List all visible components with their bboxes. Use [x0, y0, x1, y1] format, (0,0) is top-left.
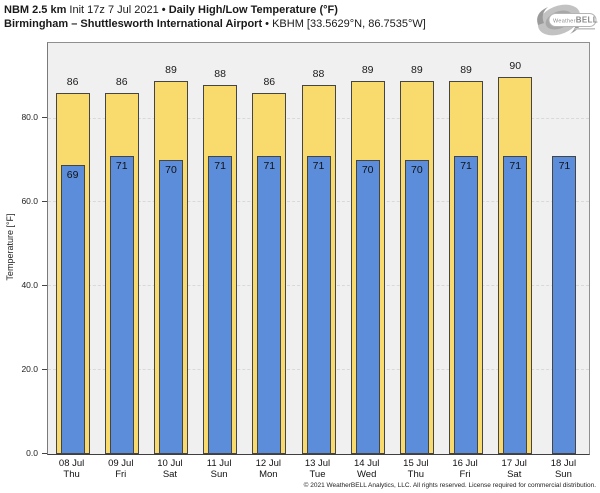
x-tick-date: 11 Jul [206, 458, 232, 469]
x-tick-date: 17 Jul [501, 458, 527, 469]
x-tick-label: 10 Jul Sat [145, 458, 195, 480]
low-bar: 70 [158, 160, 183, 454]
x-tick-label: 08 Jul Thu [47, 458, 97, 480]
low-bar: 69 [60, 164, 85, 454]
low-value-label: 71 [214, 160, 226, 173]
low-value-label: 71 [263, 160, 276, 173]
station-meta: KBHM [33.5629°N, 86.7535°W] [272, 18, 426, 30]
high-value-label: 90 [509, 59, 522, 72]
high-value-label: 86 [66, 76, 79, 89]
y-tick-mark [42, 285, 47, 287]
x-axis: 08 Jul Thu 09 Jul Fri 10 Jul Sat 11 Jul Sun 12 J… [47, 456, 588, 484]
high-value-label: 89 [165, 63, 177, 76]
x-tick-date: 08 Jul [58, 458, 85, 469]
y-tick-label: 0.0 [26, 448, 38, 458]
low-bar: 71 [503, 156, 528, 454]
low-value-label: 70 [361, 164, 374, 177]
plot-area: 86 69 86 71 89 70 88 71 86 71 88 71 89 70 89 70 89 71 90 71… [47, 42, 590, 455]
x-tick-date: 10 Jul [157, 458, 183, 469]
product-name: Daily High/Low Temperature (°F) [168, 4, 338, 16]
x-tick-label: 17 Jul Sat [489, 458, 539, 480]
location-name: Birmingham – Shuttlesworth International… [4, 18, 263, 30]
separator-dot: • [265, 18, 270, 30]
low-bar: 71 [257, 156, 282, 454]
low-bar: 71 [552, 156, 577, 454]
low-bar: 71 [208, 156, 233, 454]
high-value-label: 86 [115, 76, 128, 89]
model-name: NBM 2.5 km [4, 4, 67, 16]
x-tick-day: Mon [259, 469, 278, 480]
logo-brand-suffix: BELL [576, 16, 598, 25]
hurricane-swirl-icon: WeatherBELL [537, 4, 598, 36]
low-bar: 70 [404, 160, 429, 454]
low-value-label: 71 [460, 160, 472, 173]
low-value-label: 69 [66, 168, 79, 181]
x-tick-day: Sun [210, 469, 228, 480]
x-tick-day: Sun [554, 469, 572, 480]
low-bar: 71 [109, 156, 134, 454]
x-tick-date: 15 Jul [403, 458, 429, 469]
low-value-label: 71 [558, 160, 571, 173]
low-value-label: 71 [509, 160, 522, 173]
x-tick-label: 15 Jul Thu [391, 458, 441, 480]
x-tick-label: 12 Jul Mon [243, 458, 293, 480]
high-value-label: 89 [460, 63, 472, 76]
low-value-label: 71 [312, 160, 325, 173]
x-tick-label: 11 Jul Sun [194, 458, 244, 480]
y-axis: 0.0 20.0 40.0 60.0 80.0 [0, 42, 47, 458]
high-value-label: 89 [411, 63, 423, 76]
y-tick-mark [42, 201, 47, 203]
x-tick-date: 16 Jul [452, 458, 478, 469]
low-bar: 70 [355, 160, 380, 454]
x-tick-label: 09 Jul Fri [96, 458, 146, 480]
x-tick-date: 12 Jul [255, 458, 281, 469]
low-value-label: 71 [115, 160, 128, 173]
copyright-text: © 2021 WeatherBELL Analytics, LLC. All r… [303, 482, 596, 489]
y-tick-label: 20.0 [21, 364, 38, 375]
x-tick-date: 18 Jul [550, 458, 577, 469]
y-tick-mark [42, 453, 47, 454]
separator-dot: • [161, 4, 166, 16]
low-value-label: 70 [165, 164, 177, 177]
logo-subtext-line [574, 28, 595, 30]
chart-header: NBM 2.5 km Init 17z 7 Jul 2021 • Daily H… [4, 3, 426, 31]
title-line: NBM 2.5 km Init 17z 7 Jul 2021 • Daily H… [4, 3, 426, 17]
x-tick-day: Fri [459, 469, 471, 480]
x-tick-label: 13 Jul Tue [293, 458, 343, 480]
x-tick-date: 13 Jul [304, 458, 331, 469]
high-value-label: 89 [361, 63, 374, 76]
x-tick-day: Thu [63, 469, 80, 480]
y-tick-label: 60.0 [21, 196, 38, 207]
y-tick-mark [42, 117, 47, 119]
weatherbell-logo: WeatherBELL [532, 1, 598, 41]
x-tick-label: 14 Jul Wed [342, 458, 392, 480]
high-value-label: 88 [214, 67, 226, 80]
x-tick-day: Sat [507, 469, 522, 480]
low-bar: 71 [454, 156, 479, 454]
x-tick-day: Sat [162, 469, 178, 480]
y-tick-label: 80.0 [21, 112, 38, 123]
high-value-label: 88 [312, 67, 325, 80]
y-tick-mark [42, 369, 47, 371]
x-tick-day: Thu [407, 469, 425, 480]
x-tick-day: Tue [309, 469, 326, 480]
x-tick-date: 09 Jul [108, 458, 134, 469]
x-tick-day: Fri [115, 469, 127, 480]
low-value-label: 70 [411, 164, 423, 177]
x-tick-day: Wed [356, 469, 377, 480]
x-tick-label: 16 Jul Fri [440, 458, 490, 480]
init-time: Init 17z 7 Jul 2021 [69, 4, 159, 16]
x-tick-label: 18 Jul Sun [538, 458, 588, 480]
y-tick-label: 40.0 [21, 280, 38, 291]
high-value-label: 86 [263, 76, 276, 89]
low-bar: 71 [306, 156, 331, 454]
x-tick-date: 14 Jul [353, 458, 380, 469]
logo-brand-prefix: WeatherBELL [553, 16, 598, 25]
subtitle-line: Birmingham – Shuttlesworth International… [4, 17, 426, 31]
